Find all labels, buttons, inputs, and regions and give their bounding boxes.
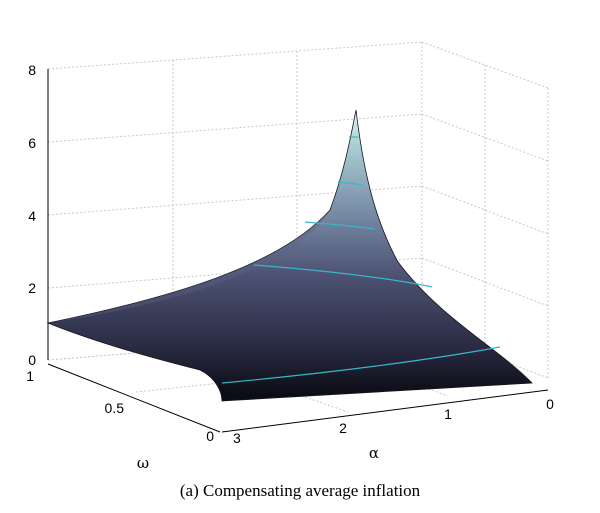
gridline bbox=[47, 41, 423, 70]
z-tick-label: 6 bbox=[28, 135, 36, 151]
surface bbox=[46, 109, 533, 402]
z-tick-label: 0 bbox=[28, 352, 36, 368]
right-wall-grid bbox=[421, 41, 549, 378]
gridline bbox=[421, 185, 549, 235]
alpha-ticks: 3 2 1 0 bbox=[233, 396, 554, 446]
contour-line bbox=[253, 264, 433, 288]
z-ticks: 8 6 4 2 0 bbox=[28, 62, 36, 368]
contour-line bbox=[221, 346, 501, 384]
gridline bbox=[421, 113, 549, 162]
contour-line bbox=[304, 221, 376, 230]
axes bbox=[47, 69, 549, 433]
z-tick-label: 2 bbox=[28, 280, 36, 296]
z-tick-label: 4 bbox=[28, 208, 36, 224]
alpha-tick-label: 1 bbox=[444, 406, 452, 422]
alpha-tick-label: 3 bbox=[233, 430, 241, 446]
z-tick-label: 8 bbox=[28, 62, 36, 78]
alpha-tick-label: 0 bbox=[546, 396, 554, 412]
gridline bbox=[47, 113, 423, 143]
alpha-axis-line bbox=[221, 389, 549, 433]
omega-ticks: 1 0.5 0 bbox=[26, 368, 214, 444]
contour-line bbox=[337, 181, 364, 186]
gridline bbox=[421, 329, 549, 379]
omega-axis-line bbox=[47, 363, 221, 433]
omega-tick-label: 1 bbox=[26, 368, 34, 384]
gridline bbox=[421, 257, 549, 307]
alpha-axis-label: α bbox=[369, 444, 379, 462]
alpha-tick-label: 2 bbox=[339, 420, 347, 436]
omega-axis-label: ω bbox=[137, 454, 149, 472]
contour-lines bbox=[221, 136, 501, 384]
omega-tick-label: 0 bbox=[206, 428, 214, 444]
figure-caption: (a) Compensating average inflation bbox=[179, 481, 421, 500]
omega-tick-label: 0.5 bbox=[105, 400, 125, 416]
